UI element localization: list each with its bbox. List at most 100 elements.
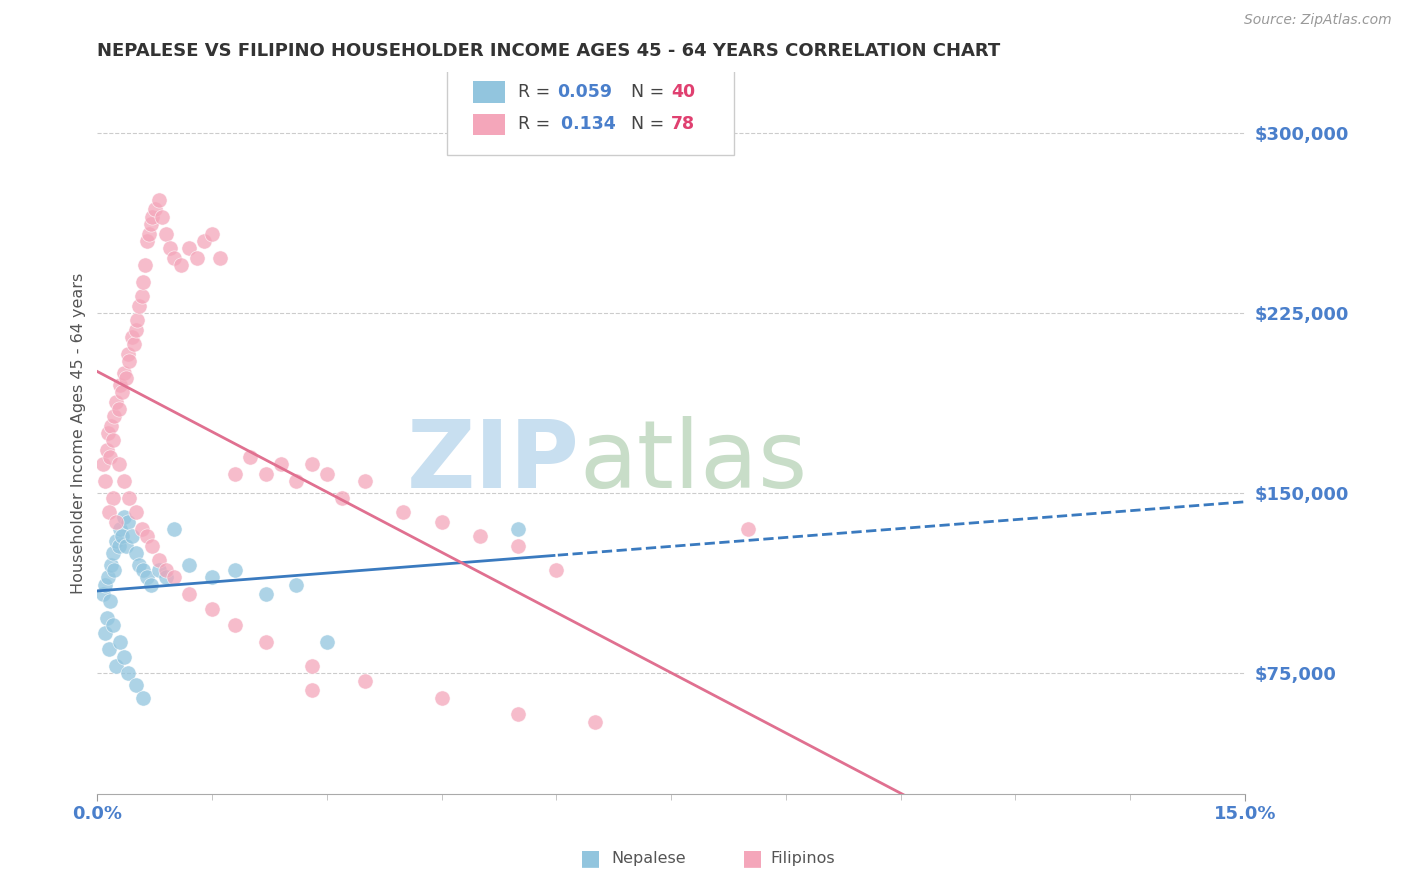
Text: 40: 40 <box>671 83 695 101</box>
Point <box>111 385 134 400</box>
Point <box>201 601 224 615</box>
Point <box>141 539 163 553</box>
Point <box>112 510 135 524</box>
Point <box>94 625 117 640</box>
Point <box>131 289 153 303</box>
Point <box>128 558 150 573</box>
Point <box>105 394 128 409</box>
Point <box>155 570 177 584</box>
Text: Source: ZipAtlas.com: Source: ZipAtlas.com <box>1244 13 1392 28</box>
Point <box>392 505 415 519</box>
Point <box>103 409 125 424</box>
Point <box>98 450 121 464</box>
Point <box>737 522 759 536</box>
Point <box>96 611 118 625</box>
Point <box>430 690 453 705</box>
Point <box>163 570 186 584</box>
Text: 0.059: 0.059 <box>557 83 613 101</box>
FancyBboxPatch shape <box>472 81 505 103</box>
Point <box>128 299 150 313</box>
Point <box>270 458 292 472</box>
Point <box>201 227 224 241</box>
Point <box>138 227 160 241</box>
Point <box>155 563 177 577</box>
Point <box>115 539 138 553</box>
Point <box>97 642 120 657</box>
Point <box>254 635 277 649</box>
Point <box>136 529 159 543</box>
Point <box>583 714 606 729</box>
Point <box>101 546 124 560</box>
Point <box>97 570 120 584</box>
Point <box>285 474 308 488</box>
Point <box>224 563 246 577</box>
Text: 78: 78 <box>671 115 695 134</box>
FancyBboxPatch shape <box>472 113 505 136</box>
Point <box>170 258 193 272</box>
Point <box>148 563 170 577</box>
Point <box>179 558 201 573</box>
Point <box>131 522 153 536</box>
Point <box>122 337 145 351</box>
Point <box>93 587 115 601</box>
Point <box>179 241 201 255</box>
Text: atlas: atlas <box>579 416 807 508</box>
Point <box>124 323 146 337</box>
Point <box>330 491 353 505</box>
Point <box>105 515 128 529</box>
Point <box>101 434 124 448</box>
Point <box>150 210 173 224</box>
Point <box>103 563 125 577</box>
Point <box>315 635 337 649</box>
Point <box>100 558 122 573</box>
FancyBboxPatch shape <box>447 62 734 155</box>
Point <box>117 666 139 681</box>
Point <box>301 458 323 472</box>
Point <box>132 275 155 289</box>
Point <box>301 683 323 698</box>
Text: R =: R = <box>519 115 557 134</box>
Point <box>132 563 155 577</box>
Point <box>117 347 139 361</box>
Point <box>110 378 132 392</box>
Point <box>96 442 118 457</box>
Point <box>117 515 139 529</box>
Point <box>121 529 143 543</box>
Point <box>107 539 129 553</box>
Point <box>124 505 146 519</box>
Point <box>112 474 135 488</box>
Point <box>93 458 115 472</box>
Point <box>139 577 162 591</box>
Point <box>97 425 120 440</box>
Point <box>148 193 170 207</box>
Point <box>132 690 155 705</box>
Point <box>546 563 568 577</box>
Point <box>100 418 122 433</box>
Text: N =: N = <box>631 115 669 134</box>
Point <box>193 234 215 248</box>
Point <box>134 258 156 272</box>
Point <box>155 227 177 241</box>
Point <box>224 467 246 481</box>
Point <box>136 234 159 248</box>
Point <box>107 458 129 472</box>
Point <box>506 522 529 536</box>
Point <box>148 553 170 567</box>
Point <box>163 522 186 536</box>
Point <box>94 577 117 591</box>
Point <box>159 241 181 255</box>
Point <box>141 210 163 224</box>
Y-axis label: Householder Income Ages 45 - 64 years: Householder Income Ages 45 - 64 years <box>72 272 86 594</box>
Point <box>143 202 166 217</box>
Point <box>301 659 323 673</box>
Point <box>94 474 117 488</box>
Point <box>124 678 146 692</box>
Point <box>110 522 132 536</box>
Point <box>110 635 132 649</box>
Point <box>239 450 262 464</box>
Point <box>97 505 120 519</box>
Point <box>101 491 124 505</box>
Point <box>105 534 128 549</box>
Text: NEPALESE VS FILIPINO HOUSEHOLDER INCOME AGES 45 - 64 YEARS CORRELATION CHART: NEPALESE VS FILIPINO HOUSEHOLDER INCOME … <box>97 42 1001 60</box>
Point <box>254 587 277 601</box>
